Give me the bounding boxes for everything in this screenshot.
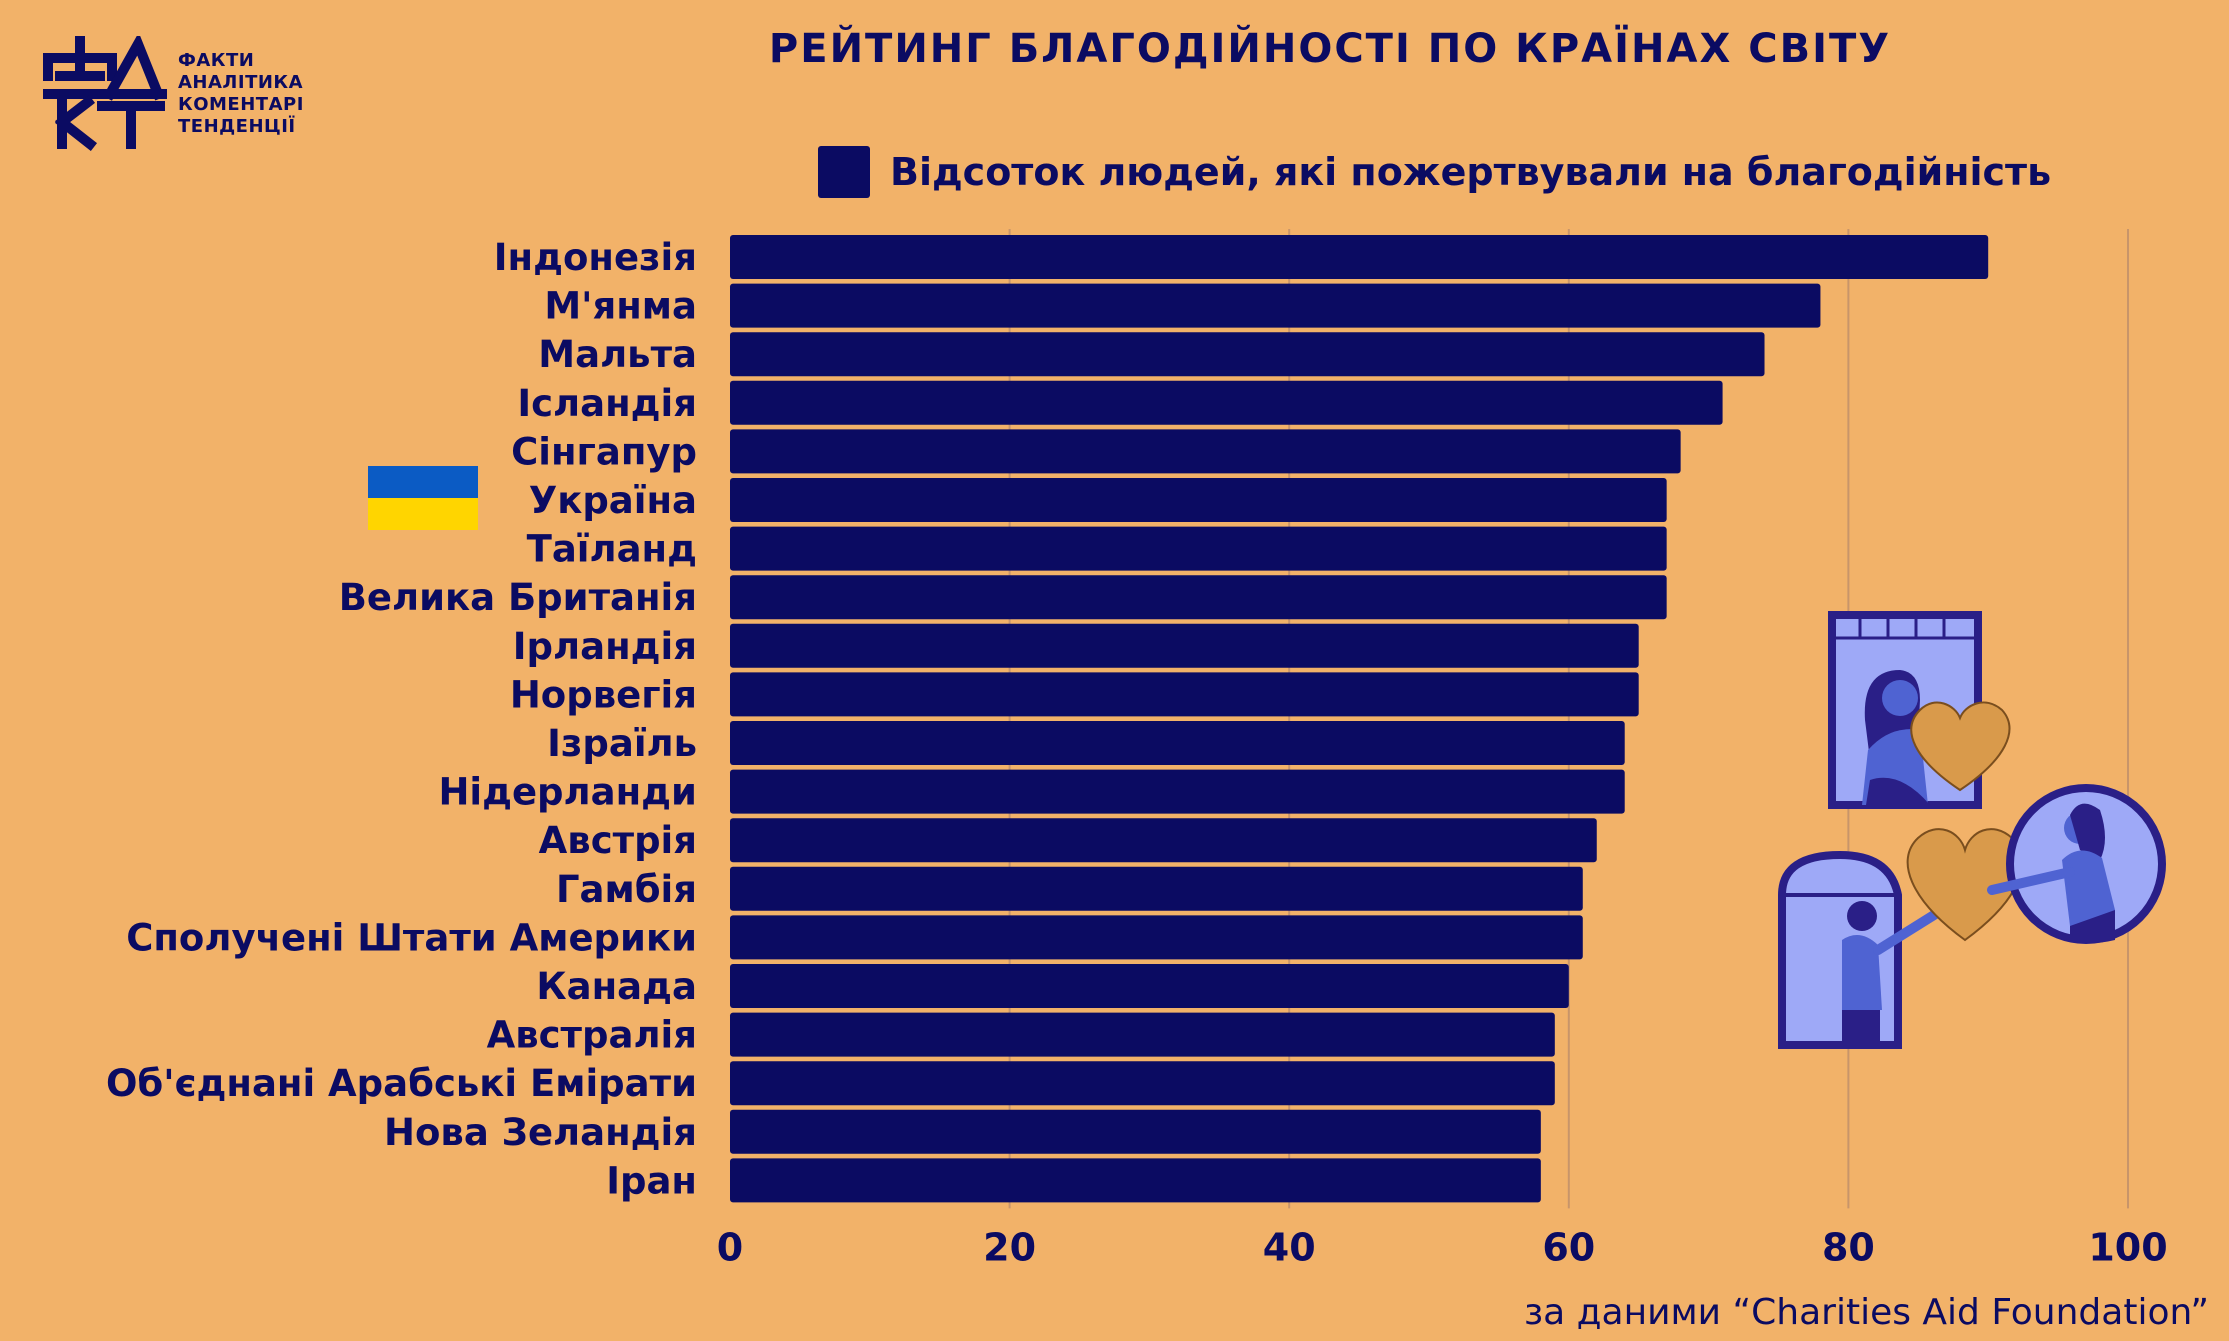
logo-line: АНАЛІТИКА (178, 72, 304, 93)
x-tick-label: 0 (717, 1225, 743, 1269)
category-label: Норвегія (510, 673, 697, 716)
data-source-note: за даними “Charities Aid Foundation” (1523, 1292, 2209, 1333)
logo-line: КОМЕНТАРІ (178, 94, 304, 115)
legend-swatch (818, 146, 870, 198)
bar (730, 235, 1989, 279)
x-tick-label: 40 (1263, 1225, 1316, 1269)
ukraine-flag-icon (368, 466, 478, 530)
bar (730, 332, 1765, 377)
category-label: Гамбія (556, 868, 697, 911)
x-tick-label: 60 (1542, 1225, 1595, 1269)
category-label: Нова Зеландія (384, 1111, 697, 1154)
category-label: Сінгапур (511, 430, 697, 473)
category-label: Ірландія (513, 625, 697, 668)
bar (730, 866, 1583, 911)
bar (730, 1158, 1541, 1203)
bar (730, 1012, 1555, 1057)
category-label: Ізраїль (547, 722, 697, 765)
category-label: Іран (606, 1159, 697, 1202)
brand-logo: ФАКТИ АНАЛІТИКА КОМЕНТАРІ ТЕНДЕНЦІЇ (40, 36, 340, 156)
bar (730, 721, 1625, 765)
category-label: Україна (529, 479, 697, 522)
category-label: Сполучені Штати Америки (126, 916, 697, 959)
category-label: Об'єднані Арабські Емірати (106, 1062, 697, 1105)
bar (730, 429, 1681, 474)
category-labels: Індонезія М'янма Мальта Ісландія Сінгапур Укр… (106, 236, 697, 1202)
category-label: Австрія (539, 819, 697, 862)
x-axis-ticks: 0 20 40 60 80 100 (717, 1225, 2168, 1269)
category-label: Нідерланди (438, 771, 697, 814)
category-label: Мальта (538, 333, 697, 376)
category-label: Таїланд (527, 528, 697, 571)
bars (730, 235, 1989, 1203)
bar (730, 769, 1625, 814)
bar (730, 672, 1639, 717)
logo-line: ТЕНДЕНЦІЇ (178, 116, 296, 137)
bar (730, 623, 1639, 668)
category-label: Ісландія (517, 382, 697, 425)
x-tick-label: 100 (2088, 1225, 2167, 1269)
donation-hearts-illustration (1778, 611, 2166, 1049)
category-label: Австралія (487, 1014, 697, 1057)
category-label: Велика Британія (339, 576, 697, 619)
bar (730, 915, 1583, 960)
category-label: М'янма (544, 285, 697, 328)
bar (730, 964, 1569, 1008)
bar (730, 1109, 1541, 1154)
category-label: Канада (536, 965, 697, 1008)
legend-label: Відсоток людей, які пожертвували на благ… (890, 150, 2052, 194)
x-tick-label: 80 (1822, 1225, 1875, 1269)
fakt-logo-icon (43, 36, 167, 151)
bar (730, 283, 1821, 328)
x-tick-label: 20 (983, 1225, 1036, 1269)
logo-line: ФАКТИ (178, 50, 255, 71)
bar (730, 380, 1723, 425)
bar (730, 575, 1667, 620)
logo-tagline: ФАКТИ АНАЛІТИКА КОМЕНТАРІ ТЕНДЕНЦІЇ (178, 50, 304, 138)
bar (730, 526, 1667, 571)
category-label: Індонезія (494, 236, 697, 279)
bar (730, 478, 1667, 522)
chart-title: РЕЙТИНГ БЛАГОДІЙНОСТІ ПО КРАЇНАХ СВІТУ (768, 26, 1892, 72)
bar (730, 1061, 1555, 1106)
bar (730, 818, 1597, 863)
